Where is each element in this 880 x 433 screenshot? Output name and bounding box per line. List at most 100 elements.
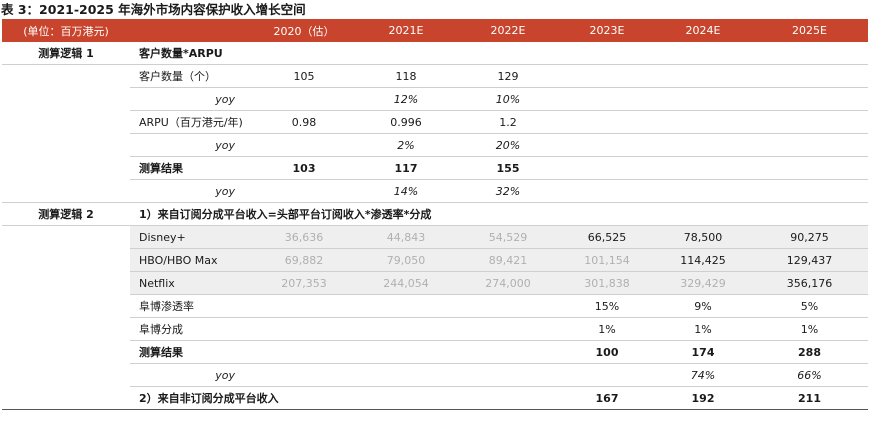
header-2025e: 2025E (792, 24, 827, 37)
table-row: 阜博渗透率 15% 9% 5% (2, 294, 868, 318)
cell: 78,500 (655, 225, 751, 249)
cell (2, 295, 130, 318)
cell: 14% (355, 179, 457, 203)
cell (559, 110, 655, 134)
row-label: 客户数量*ARPU (130, 42, 253, 65)
cell: 9% (655, 294, 751, 318)
revenue-table: (单位：百万港元) 2020（估） 2021E 2022E 2023E 2024… (2, 19, 868, 410)
cell: 44,843 (355, 225, 457, 249)
yoy-label: yoy (130, 133, 253, 157)
cell: 1% (559, 317, 655, 341)
cell: 36,636 (253, 225, 355, 249)
section-label: 测算逻辑 2 (2, 202, 130, 226)
table-title: 表 3：2021-2025 年海外市场内容保护收入增长空间 (1, 2, 306, 17)
table-row: yoy 14% 32% (2, 179, 868, 203)
row-label: Disney+ (130, 225, 253, 249)
cell (355, 386, 457, 410)
cell: 114,425 (655, 248, 751, 272)
cell: 32% (457, 179, 559, 203)
cell (655, 87, 751, 111)
cell (2, 111, 130, 134)
cell (559, 133, 655, 157)
table-row: Netflix 207,353 244,054 274,000 301,838 … (2, 271, 868, 295)
cell (2, 88, 130, 111)
cell: 54,529 (457, 225, 559, 249)
cell (355, 317, 457, 341)
cell (655, 64, 751, 88)
cell (655, 179, 751, 203)
cell (655, 156, 751, 180)
row-label: 1）来自订阅分成平台收入=头部平台订阅收入*渗透率*分成 (130, 202, 868, 226)
row-label: 测算结果 (130, 340, 253, 364)
table-row: HBO/HBO Max 69,882 79,050 89,421 101,154… (2, 248, 868, 272)
table-row: yoy 2% 20% (2, 133, 868, 157)
cell (2, 249, 130, 272)
cell: 155 (457, 156, 559, 180)
header-2023e: 2023E (589, 24, 625, 37)
cell (2, 134, 130, 157)
cell (457, 42, 559, 65)
header-2024e: 2024E (685, 24, 721, 37)
cell: 118 (355, 64, 457, 88)
row-label: 测算结果 (130, 156, 253, 180)
cell (355, 340, 457, 364)
cell: 66% (751, 363, 868, 387)
cell: 79,050 (355, 248, 457, 272)
cell: 69,882 (253, 248, 355, 272)
header-blank (130, 19, 253, 42)
cell: 192 (655, 386, 751, 410)
cell (2, 157, 130, 180)
cell: 117 (355, 156, 457, 180)
table-row: 2）来自非订阅分成平台收入 167 192 211 (2, 386, 868, 410)
row-label: 2）来自非订阅分成平台收入 (130, 386, 279, 410)
cell (559, 156, 655, 180)
cell: 15% (559, 294, 655, 318)
table-row: 测算逻辑 1 客户数量*ARPU (2, 42, 868, 65)
cell: 244,054 (355, 271, 457, 295)
cell: 301,838 (559, 271, 655, 295)
cell (457, 294, 559, 318)
cell (751, 156, 868, 180)
header-row: (单位：百万港元) 2020（估） 2021E 2022E 2023E 2024… (2, 19, 868, 42)
cell (457, 363, 559, 387)
cell (751, 42, 868, 65)
cell (2, 272, 130, 295)
yoy-label: yoy (130, 363, 253, 387)
cell: 10% (457, 87, 559, 111)
cell (355, 363, 457, 387)
table-row: ARPU（百万港元/年) 0.98 0.996 1.2 (2, 110, 868, 134)
cell (253, 294, 355, 318)
table-row: 阜博分成 1% 1% 1% (2, 317, 868, 341)
header-2021e: 2021E (388, 24, 424, 37)
cell (751, 110, 868, 134)
cell (2, 341, 130, 364)
cell (559, 64, 655, 88)
cell (355, 294, 457, 318)
cell (2, 318, 130, 341)
cell (559, 179, 655, 203)
cell (751, 87, 868, 111)
cell: 101,154 (559, 248, 655, 272)
cell (457, 386, 559, 410)
cell (2, 364, 130, 387)
cell (253, 42, 355, 65)
cell (655, 110, 751, 134)
cell (2, 386, 130, 410)
cell (559, 363, 655, 387)
cell: 207,353 (253, 271, 355, 295)
row-label: ARPU（百万港元/年) (130, 110, 253, 134)
row-label: Netflix (130, 271, 253, 295)
row-label: 阜博分成 (130, 317, 253, 341)
cell: 211 (751, 386, 868, 410)
cell (2, 65, 130, 88)
cell: 129 (457, 64, 559, 88)
cell (355, 42, 457, 65)
cell (559, 87, 655, 111)
cell (253, 133, 355, 157)
cell (2, 226, 130, 249)
cell: 174 (655, 340, 751, 364)
row-label: 阜博渗透率 (130, 294, 253, 318)
table-row: yoy 74% 66% (2, 363, 868, 387)
yoy-label: yoy (130, 179, 253, 203)
cell (559, 42, 655, 65)
